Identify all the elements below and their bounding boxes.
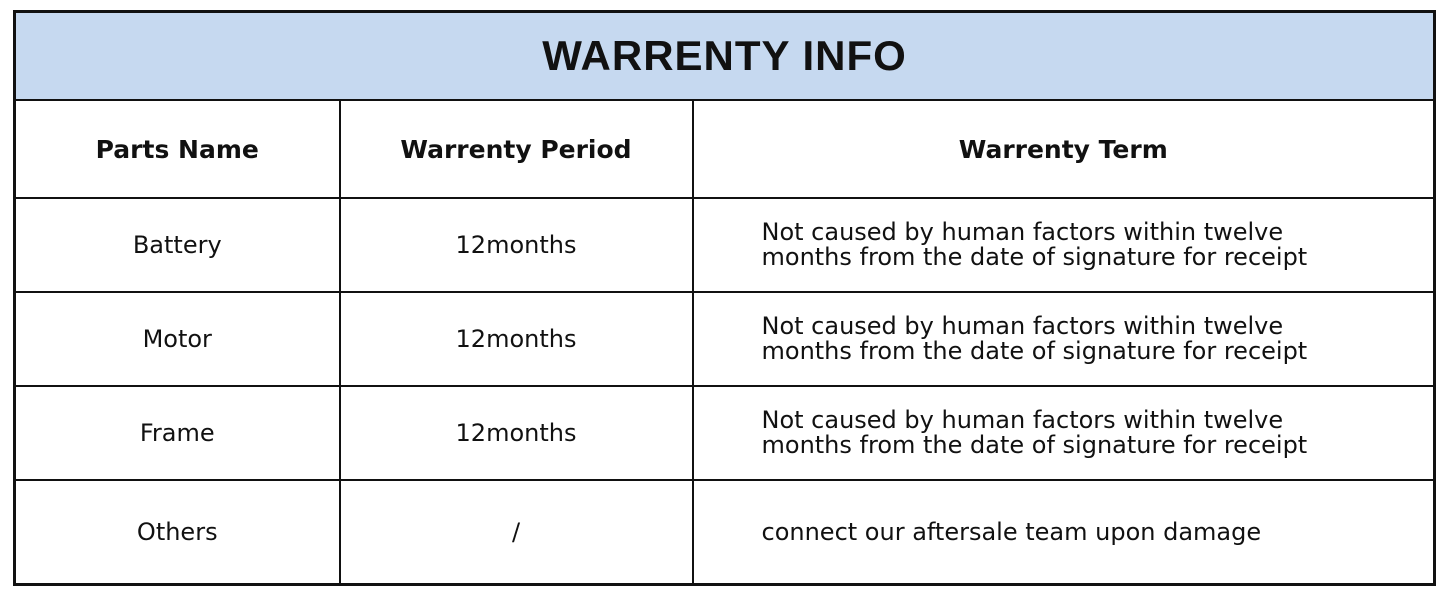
warranty-term: Not caused by human factors within twelv… bbox=[691, 197, 1436, 293]
table-row: Others / connect our aftersale team upon… bbox=[13, 479, 1436, 586]
table-row: Battery 12months Not caused by human fac… bbox=[13, 197, 1436, 293]
warranty-term: Not caused by human factors within twelv… bbox=[691, 291, 1436, 387]
column-header-warranty-term: Warrenty Term bbox=[691, 99, 1436, 199]
term-line: connect our aftersale team upon damage bbox=[761, 517, 1262, 546]
part-name: Motor bbox=[13, 291, 341, 387]
part-name: Battery bbox=[13, 197, 341, 293]
column-header-warranty-period: Warrenty Period bbox=[338, 99, 694, 199]
term-line: months from the date of signature for re… bbox=[761, 431, 1308, 459]
term-line: Not caused by human factors within twelv… bbox=[761, 406, 1284, 434]
table-title: WARRENTY INFO bbox=[13, 10, 1436, 101]
warranty-term: connect our aftersale team upon damage bbox=[691, 479, 1436, 586]
warranty-period: 12months bbox=[338, 385, 694, 481]
term-line: months from the date of signature for re… bbox=[761, 337, 1308, 365]
warranty-term: Not caused by human factors within twelv… bbox=[691, 385, 1436, 481]
warranty-period: 12months bbox=[338, 291, 694, 387]
term-line: Not caused by human factors within twelv… bbox=[761, 312, 1284, 340]
warranty-period: / bbox=[338, 479, 694, 586]
warranty-period: 12months bbox=[338, 197, 694, 293]
term-line: months from the date of signature for re… bbox=[761, 243, 1308, 271]
part-name: Others bbox=[13, 479, 341, 586]
term-line: Not caused by human factors within twelv… bbox=[761, 218, 1284, 246]
column-header-parts-name: Parts Name bbox=[13, 99, 341, 199]
part-name: Frame bbox=[13, 385, 341, 481]
table-row: Motor 12months Not caused by human facto… bbox=[13, 291, 1436, 387]
warranty-table: WARRENTY INFO Parts Name Warrenty Period… bbox=[13, 10, 1437, 586]
table-row: Frame 12months Not caused by human facto… bbox=[13, 385, 1436, 481]
